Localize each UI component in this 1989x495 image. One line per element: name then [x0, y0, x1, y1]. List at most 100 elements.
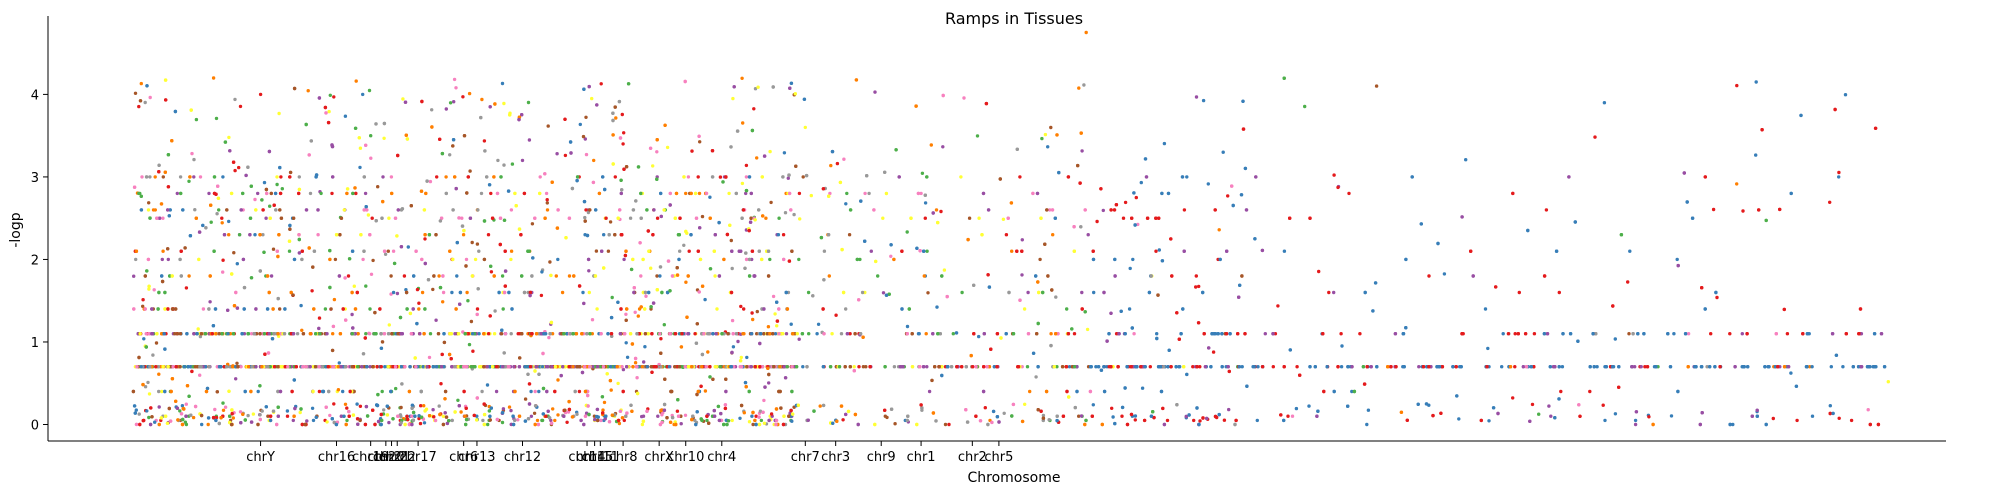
data-point — [723, 406, 728, 411]
data-point — [936, 332, 940, 336]
data-point — [731, 96, 735, 101]
data-point — [1073, 405, 1078, 410]
data-point — [358, 404, 363, 408]
data-point — [1066, 332, 1071, 336]
data-point — [545, 201, 549, 205]
data-point — [233, 97, 237, 102]
data-point — [704, 365, 708, 369]
data-point — [1686, 365, 1690, 369]
data-point — [1405, 418, 1410, 422]
data-point — [696, 175, 700, 179]
data-point — [1084, 418, 1088, 423]
data-point — [898, 365, 903, 369]
data-point — [364, 205, 368, 209]
data-point — [1810, 414, 1815, 418]
data-point — [232, 304, 237, 308]
data-point — [805, 365, 809, 369]
data-point — [1513, 332, 1517, 336]
data-point — [702, 332, 706, 336]
data-point — [828, 365, 833, 369]
data-point — [1254, 175, 1258, 179]
data-point — [502, 290, 507, 295]
data-point — [575, 175, 580, 179]
data-point — [163, 290, 167, 295]
data-point — [567, 399, 571, 404]
data-point — [1010, 414, 1014, 418]
data-point — [1529, 365, 1534, 369]
data-point — [1849, 418, 1854, 423]
data-point — [611, 118, 615, 123]
data-point — [624, 249, 628, 253]
data-point — [238, 104, 243, 109]
data-point — [1160, 191, 1164, 196]
data-point — [789, 81, 794, 86]
data-point — [178, 365, 182, 369]
data-point — [768, 257, 772, 262]
data-point — [1346, 404, 1350, 408]
data-point — [153, 208, 157, 212]
data-point — [567, 274, 572, 278]
data-point — [1070, 327, 1074, 331]
data-point — [263, 352, 267, 356]
data-point — [432, 415, 436, 419]
data-point — [1672, 332, 1676, 336]
data-point — [1194, 95, 1199, 99]
data-point — [708, 216, 712, 220]
data-point — [1703, 307, 1707, 311]
data-point — [517, 414, 522, 418]
data-point — [300, 249, 304, 253]
data-point — [1858, 307, 1863, 311]
data-point — [167, 214, 171, 218]
data-point — [568, 140, 573, 144]
data-point — [539, 332, 544, 336]
data-point — [663, 377, 667, 381]
data-point — [217, 365, 222, 369]
data-point — [517, 365, 522, 369]
data-point — [620, 416, 625, 420]
data-point — [660, 413, 664, 417]
data-point — [228, 149, 232, 153]
data-point — [852, 365, 856, 369]
data-point — [1055, 414, 1059, 418]
data-point — [787, 414, 791, 418]
data-point — [367, 88, 372, 93]
data-point — [845, 332, 850, 336]
data-point — [444, 415, 449, 419]
data-point — [268, 414, 273, 418]
data-point — [1134, 365, 1138, 369]
data-point — [312, 249, 317, 253]
data-point — [1162, 141, 1167, 146]
data-point — [1506, 332, 1511, 336]
data-point — [420, 257, 424, 262]
data-point — [892, 257, 896, 262]
data-point — [1110, 406, 1114, 410]
data-point — [705, 414, 709, 418]
data-point — [192, 332, 196, 336]
data-point — [488, 314, 492, 318]
data-point — [1288, 216, 1292, 220]
data-point — [291, 418, 295, 423]
data-point — [619, 307, 623, 311]
data-point — [427, 233, 432, 237]
data-point — [214, 116, 219, 121]
data-point — [941, 93, 945, 98]
data-point — [375, 365, 379, 369]
data-point — [462, 134, 467, 138]
data-point — [1431, 413, 1435, 418]
data-point — [1676, 389, 1680, 394]
data-point — [1090, 414, 1095, 418]
data-point — [959, 175, 963, 179]
data-point — [587, 290, 591, 295]
data-point — [647, 249, 651, 253]
data-point — [485, 383, 490, 387]
data-point — [229, 422, 234, 427]
data-point — [468, 216, 473, 220]
data-point — [1092, 290, 1096, 295]
data-point — [551, 407, 555, 411]
data-point — [1578, 414, 1582, 418]
data-point — [346, 274, 351, 278]
data-point — [1041, 413, 1046, 418]
data-point — [1654, 365, 1658, 369]
data-point — [437, 274, 441, 278]
data-point — [834, 313, 838, 317]
